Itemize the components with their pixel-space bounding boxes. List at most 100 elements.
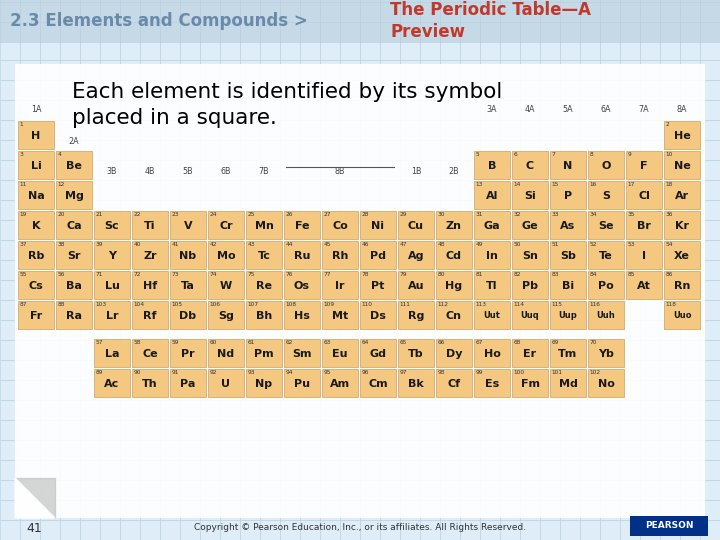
Bar [640, 500, 660, 520]
Bar [55, 301, 92, 329]
Bar [284, 211, 320, 239]
Bar [0, 300, 20, 320]
Bar [40, 140, 60, 160]
Text: 32: 32 [513, 212, 521, 217]
Bar [180, 260, 200, 280]
Bar [474, 369, 510, 397]
Bar [240, 240, 260, 260]
Bar [480, 2, 500, 22]
Bar [540, 280, 560, 300]
Bar [80, 0, 100, 20]
Bar [540, 40, 560, 60]
Bar [240, 360, 260, 380]
Text: Rf: Rf [143, 311, 157, 321]
Bar [80, 140, 100, 160]
Bar [60, 260, 80, 280]
Text: 17: 17 [628, 181, 635, 187]
Text: 80: 80 [438, 272, 445, 276]
Bar [260, 440, 280, 460]
Bar [140, 500, 160, 520]
Bar [180, 2, 200, 22]
Bar [320, 200, 340, 220]
Bar [140, 140, 160, 160]
Bar [180, 360, 200, 380]
Text: 21: 21 [96, 212, 103, 217]
Bar [220, 520, 240, 540]
Bar [240, 300, 260, 320]
Text: The Periodic Table—A
Preview: The Periodic Table—A Preview [390, 1, 591, 40]
Bar [460, 22, 480, 42]
Bar [300, 280, 320, 300]
Bar [640, 420, 660, 440]
Bar [380, 40, 400, 60]
Bar [180, 0, 200, 20]
Bar [240, 160, 260, 180]
Bar [40, 520, 60, 540]
Bar [200, 240, 220, 260]
Bar [680, 140, 700, 160]
Text: 8B: 8B [335, 167, 346, 177]
Bar [240, 460, 260, 480]
Bar [600, 440, 620, 460]
Bar [320, 240, 340, 260]
Bar [120, 380, 140, 400]
Bar [360, 271, 396, 299]
Bar [600, 100, 620, 120]
Text: Pa: Pa [180, 379, 196, 389]
Bar [20, 460, 40, 480]
Bar [380, 380, 400, 400]
Text: Nd: Nd [217, 349, 235, 359]
Bar [600, 340, 620, 360]
Bar [620, 340, 640, 360]
Bar [280, 200, 300, 220]
Bar [320, 460, 340, 480]
Bar [280, 140, 300, 160]
Text: 16: 16 [590, 181, 597, 187]
Bar [580, 200, 600, 220]
Bar [40, 240, 60, 260]
Text: 113: 113 [476, 302, 487, 307]
Bar [664, 151, 701, 179]
Bar [240, 260, 260, 280]
Bar [80, 480, 100, 500]
Text: V: V [184, 221, 192, 231]
Bar [620, 180, 640, 200]
Text: 47: 47 [400, 242, 408, 247]
Bar [560, 180, 580, 200]
Bar [260, 460, 280, 480]
Bar [540, 160, 560, 180]
Bar [580, 40, 600, 60]
Bar [400, 340, 420, 360]
Text: Ga: Ga [484, 221, 500, 231]
Text: Cr: Cr [219, 221, 233, 231]
Bar [140, 480, 160, 500]
Bar [620, 400, 640, 420]
Bar [80, 180, 100, 200]
Bar [580, 500, 600, 520]
Bar [246, 369, 282, 397]
Text: 74: 74 [210, 272, 217, 276]
Bar [60, 200, 80, 220]
Bar [20, 500, 40, 520]
Bar [160, 480, 180, 500]
Bar [320, 480, 340, 500]
Bar [474, 211, 510, 239]
Text: Bi: Bi [562, 281, 574, 291]
Bar [60, 160, 80, 180]
Bar [100, 420, 120, 440]
Bar [0, 260, 20, 280]
Text: 14: 14 [513, 181, 521, 187]
Bar [220, 140, 240, 160]
Bar [700, 320, 720, 340]
Text: 103: 103 [96, 302, 107, 307]
Bar [60, 0, 80, 2]
Text: 1B: 1B [410, 167, 421, 177]
Bar [400, 480, 420, 500]
Bar [680, 160, 700, 180]
Bar [700, 22, 720, 42]
Bar [460, 180, 480, 200]
Bar [420, 120, 440, 140]
Bar [40, 400, 60, 420]
Bar [600, 200, 620, 220]
Bar [600, 240, 620, 260]
